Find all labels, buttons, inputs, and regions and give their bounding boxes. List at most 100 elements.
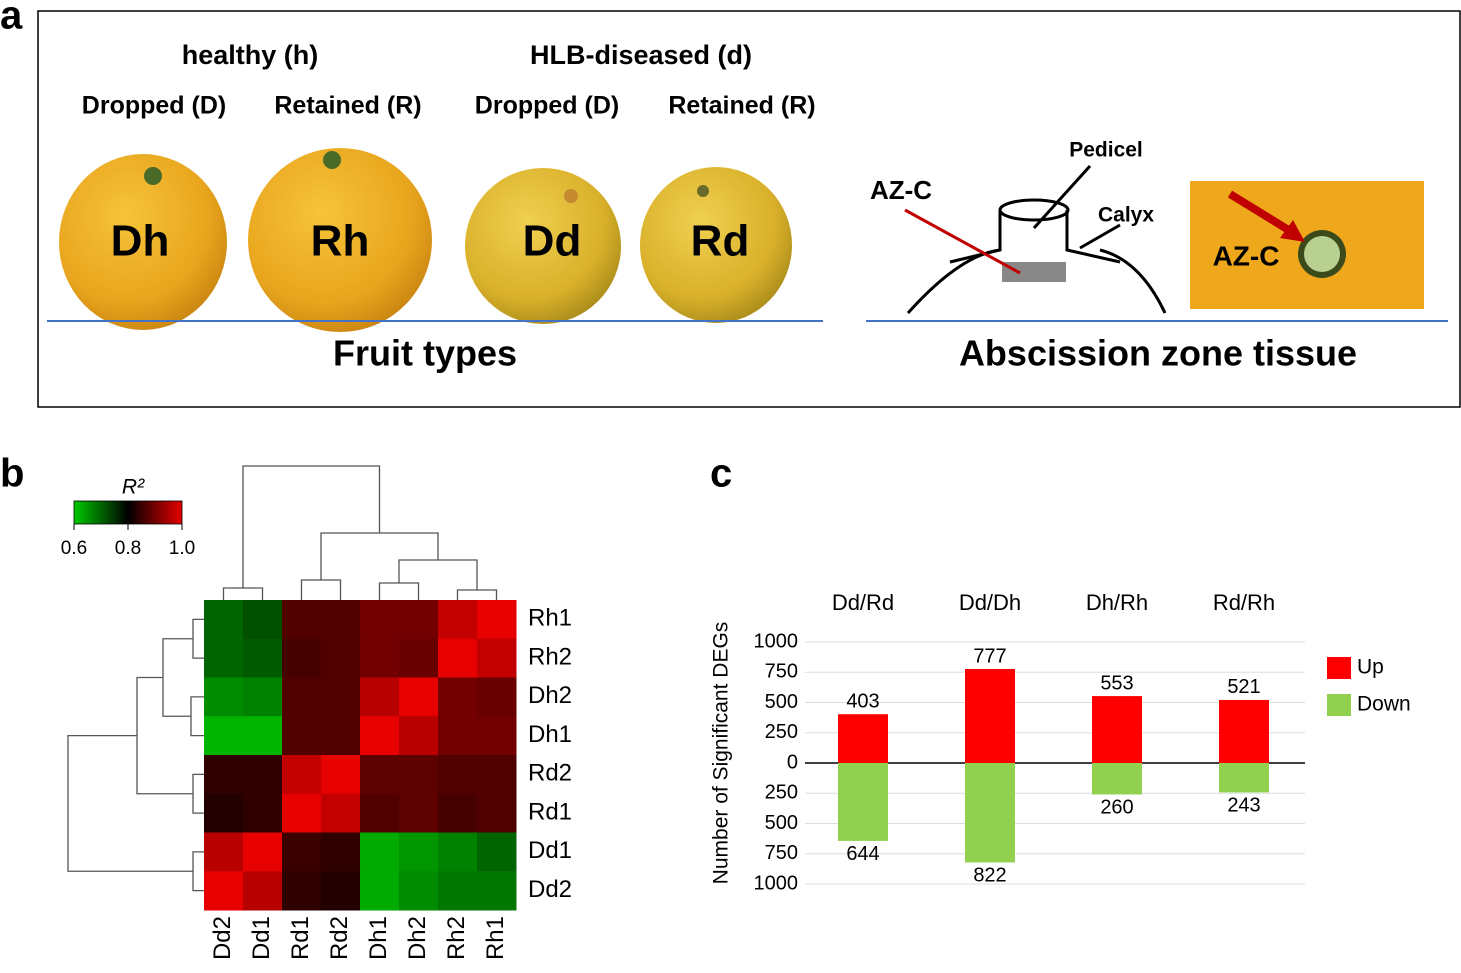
heat-cell xyxy=(399,600,439,640)
value-label: 553 xyxy=(1100,672,1133,694)
heat-cell xyxy=(438,677,478,717)
heat-cell xyxy=(204,755,244,795)
bar xyxy=(1219,763,1269,793)
heat-cell xyxy=(243,638,283,678)
colorbar-title: R² xyxy=(122,476,145,499)
stem xyxy=(323,151,341,169)
heat-cell xyxy=(399,638,439,678)
colorbar-tick-label: 1.0 xyxy=(169,538,195,559)
heat-cell xyxy=(360,600,400,640)
value-label: 260 xyxy=(1100,797,1133,819)
stem xyxy=(144,167,162,185)
heat-cell xyxy=(360,793,400,833)
row-label: Rd1 xyxy=(528,798,572,825)
column-label: Rd1 xyxy=(287,916,314,960)
y-tick-label: 1000 xyxy=(754,872,799,894)
heat-cell xyxy=(282,755,322,795)
value-label: 403 xyxy=(846,691,879,713)
row-label: Rh1 xyxy=(528,605,572,632)
legend-label: Up xyxy=(1357,656,1384,679)
value-label: 521 xyxy=(1227,676,1260,698)
heat-cell xyxy=(243,600,283,640)
fruit-label: Dh xyxy=(111,217,170,266)
heat-cell xyxy=(477,638,517,678)
heat-cell xyxy=(321,755,361,795)
colorbar xyxy=(73,500,183,525)
heat-cell xyxy=(243,832,283,872)
heat-cell xyxy=(282,832,322,872)
diagram-label: Calyx xyxy=(1098,204,1154,227)
heat-cell xyxy=(477,832,517,872)
fruit-photo xyxy=(465,168,621,324)
heat-cell xyxy=(477,793,517,833)
panel-letter: b xyxy=(0,452,24,496)
bar xyxy=(965,763,1015,863)
y-tick-label: 750 xyxy=(765,661,798,683)
value-label: 777 xyxy=(973,645,1006,667)
heat-cell xyxy=(321,638,361,678)
heat-cell xyxy=(282,716,322,756)
heat-cell xyxy=(399,793,439,833)
bar xyxy=(1092,696,1142,763)
heat-cell xyxy=(360,755,400,795)
heat-cell xyxy=(438,793,478,833)
bar xyxy=(838,714,888,763)
diagram-label: AZ-C xyxy=(870,175,932,205)
y-axis-label: Number of Significant DEGs xyxy=(710,622,733,885)
heat-cell xyxy=(204,600,244,640)
column-label: Dh1 xyxy=(365,916,392,960)
subgroup-label: Dropped (D) xyxy=(475,92,619,120)
arrowhead xyxy=(1280,220,1305,242)
panel-letter: a xyxy=(0,0,23,38)
heat-cell xyxy=(477,677,517,717)
y-tick-label: 250 xyxy=(765,721,798,743)
row-label: Rd2 xyxy=(528,760,572,787)
row-label: Dh2 xyxy=(528,682,572,709)
row-label: Dd2 xyxy=(528,876,572,903)
heat-cell xyxy=(438,638,478,678)
heat-cell xyxy=(282,600,322,640)
pointer xyxy=(1079,223,1121,250)
bar xyxy=(838,763,888,841)
value-label: 644 xyxy=(846,843,879,865)
heat-cell xyxy=(204,716,244,756)
heat-cell xyxy=(282,793,322,833)
az-diagram xyxy=(906,198,1167,315)
heat-cell xyxy=(360,638,400,678)
heat-cell xyxy=(282,677,322,717)
heat-cell xyxy=(477,716,517,756)
subgroup-label: Retained (R) xyxy=(274,92,421,120)
category-label: Rd/Rh xyxy=(1213,590,1275,615)
category-label: Dd/Rd xyxy=(832,590,894,615)
heat-cell xyxy=(438,716,478,756)
fruit-photo xyxy=(640,167,792,323)
heat-cell xyxy=(438,755,478,795)
heat-cell xyxy=(243,716,283,756)
fruit-photo xyxy=(59,154,227,330)
fruit-photo xyxy=(248,148,432,332)
group-label: healthy (h) xyxy=(182,40,319,70)
heat-cell xyxy=(243,755,283,795)
column-label: Dh2 xyxy=(404,916,431,960)
heat-cell xyxy=(438,600,478,640)
diagram-label: Pedicel xyxy=(1069,139,1143,162)
heat-cell xyxy=(282,871,322,911)
arrow xyxy=(1227,190,1298,238)
photo-label: AZ-C xyxy=(1213,240,1280,271)
heat-cell xyxy=(399,716,439,756)
subgroup-label: Retained (R) xyxy=(668,92,815,120)
heat-cell xyxy=(360,871,400,911)
heat-cell xyxy=(204,793,244,833)
heat-cell xyxy=(204,871,244,911)
y-tick-label: 0 xyxy=(787,751,798,773)
heat-cell xyxy=(243,871,283,911)
heat-cell xyxy=(321,871,361,911)
row-label: Rh2 xyxy=(528,643,572,670)
heat-cell xyxy=(204,638,244,678)
legend-swatch xyxy=(1327,694,1351,716)
heat-cell xyxy=(321,793,361,833)
column-label: Rh2 xyxy=(443,916,470,960)
heat-cell xyxy=(243,677,283,717)
heat-cell xyxy=(321,677,361,717)
